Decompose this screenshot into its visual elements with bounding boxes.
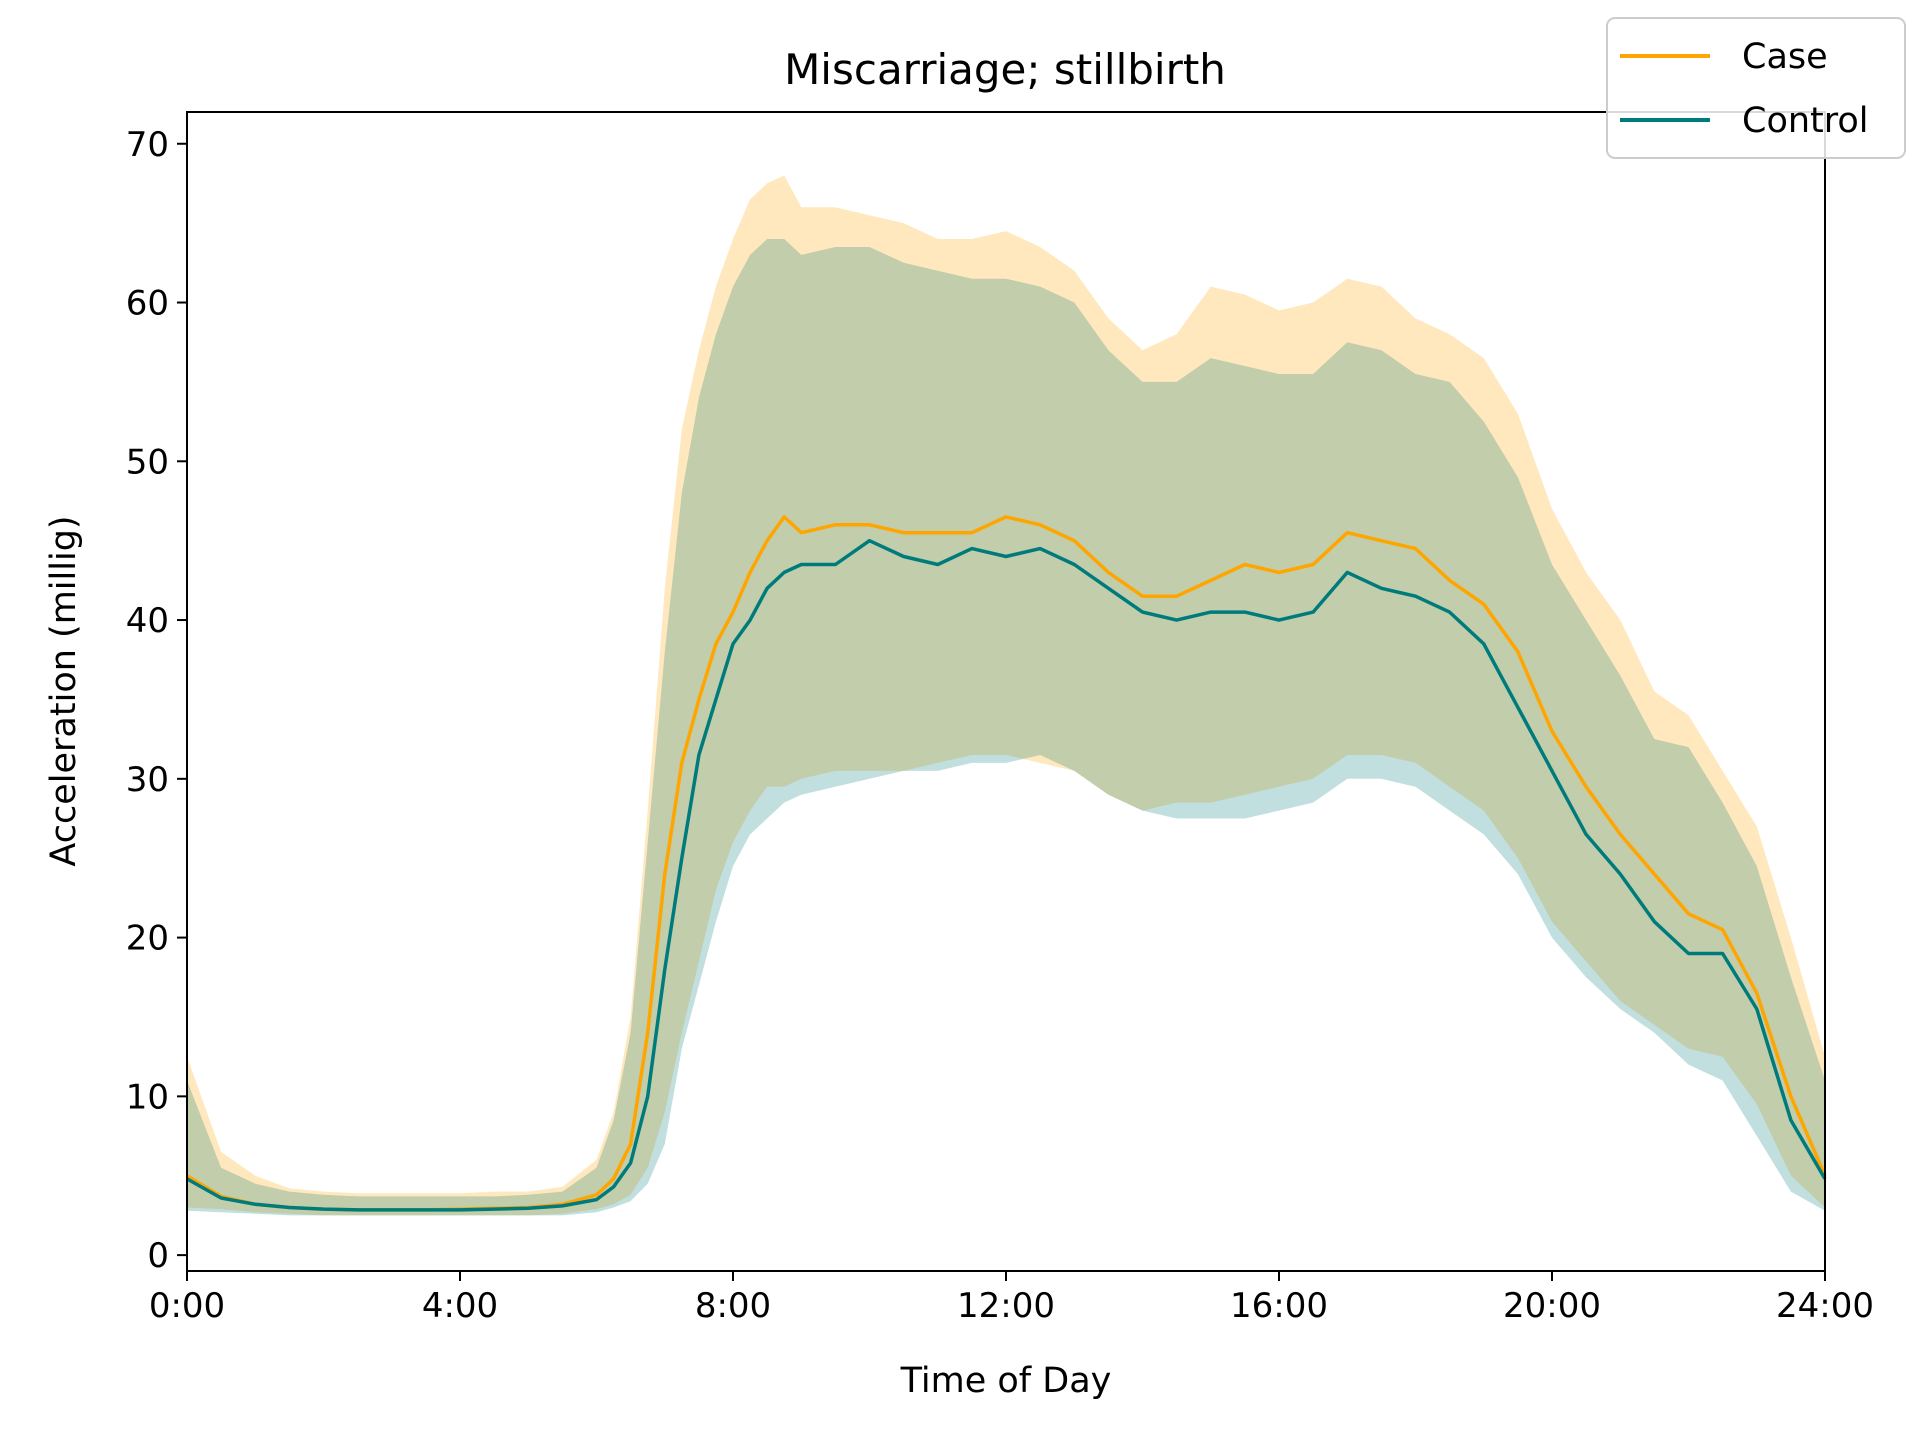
y-tick-label: 0 bbox=[147, 1236, 169, 1276]
y-axis-title: Acceleration (millig) bbox=[44, 515, 84, 866]
y-tick-label: 20 bbox=[126, 919, 169, 959]
x-tick-label: 0:00 bbox=[149, 1286, 225, 1326]
legend: Case Control bbox=[1606, 17, 1906, 159]
y-tick-label: 50 bbox=[126, 442, 169, 482]
x-tick-label: 20:00 bbox=[1503, 1286, 1601, 1326]
y-tick-label: 10 bbox=[126, 1077, 169, 1117]
y-tick-label: 70 bbox=[126, 125, 169, 165]
x-tick-label: 24:00 bbox=[1776, 1286, 1874, 1326]
x-tick-label: 12:00 bbox=[957, 1286, 1055, 1326]
x-tick-label: 4:00 bbox=[422, 1286, 498, 1326]
control-line bbox=[186, 538, 1827, 1212]
legend-box bbox=[1606, 17, 1906, 159]
x-tick-label: 8:00 bbox=[695, 1286, 771, 1326]
series-lines bbox=[186, 515, 1827, 1212]
y-tick-label: 40 bbox=[126, 601, 169, 641]
y-tick-label: 60 bbox=[126, 284, 169, 324]
y-axis: 0 10 20 30 40 50 60 70 bbox=[126, 125, 187, 1276]
x-tick-label: 16:00 bbox=[1230, 1286, 1328, 1326]
confidence-bands bbox=[187, 175, 1825, 1216]
x-axis: 0:00 4:00 8:00 12:00 16:00 20:00 24:00 bbox=[149, 1271, 1874, 1326]
chart-title: Miscarriage; stillbirth bbox=[784, 45, 1226, 94]
legend-label-case: Case bbox=[1742, 37, 1828, 77]
x-axis-title: Time of Day bbox=[900, 1361, 1112, 1401]
legend-label-control: Control bbox=[1742, 101, 1869, 141]
y-tick-label: 30 bbox=[126, 760, 169, 800]
control-confidence-band bbox=[187, 239, 1825, 1216]
case-confidence-band bbox=[187, 175, 1825, 1216]
